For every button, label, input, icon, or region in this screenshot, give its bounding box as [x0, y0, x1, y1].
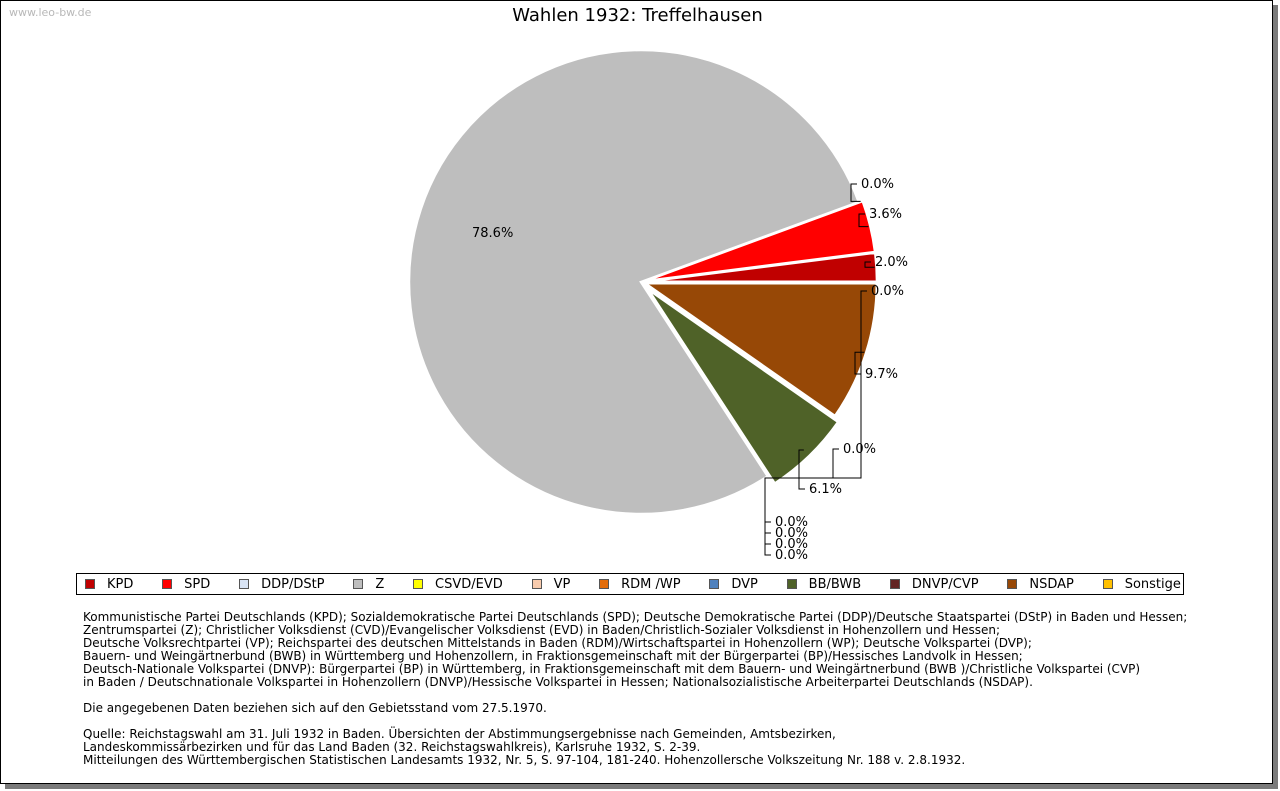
legend-item: Sonstige — [1102, 576, 1181, 592]
notes: Kommunistische Partei Deutschlands (KPD)… — [83, 611, 1233, 767]
note-party-line: Kommunistische Partei Deutschlands (KPD)… — [83, 610, 1188, 624]
note-territory: Die angegebenen Daten beziehen sich auf … — [83, 701, 547, 715]
legend-item: DNVP/CVP — [889, 576, 979, 592]
data-label: 0.0% — [775, 537, 808, 552]
data-label: 78.6% — [472, 226, 513, 241]
leader-line — [764, 477, 771, 545]
leader-line — [764, 477, 771, 534]
legend-label: BB/BWB — [808, 576, 862, 592]
note-source-line: Mitteilungen des Württembergischen Stati… — [83, 753, 966, 767]
pie-slice-z — [407, 48, 861, 516]
legend-label: VP — [553, 576, 571, 592]
note-party-line: Deutsche Volksrechtpartei (VP); Reichspa… — [83, 636, 1032, 650]
data-label: 0.0% — [843, 442, 876, 457]
note-party-line: Zentrumspartei (Z); Christlicher Volksdi… — [83, 623, 1001, 637]
pie-slice-spd — [644, 199, 877, 283]
pie-slices — [407, 48, 879, 516]
pie-slice-nsdap — [640, 281, 879, 418]
data-label: 9.7% — [865, 367, 898, 382]
watermark: www.leo-bw.de — [9, 6, 92, 19]
pie-slice-bbbwb — [646, 288, 840, 486]
legend-swatch — [85, 579, 95, 589]
legend-item: DDP/DStP — [239, 576, 325, 592]
data-label: 0.0% — [871, 284, 904, 299]
note-party-line: Bauern- und Weingärtnerbund (BWB) in Wür… — [83, 649, 1023, 663]
legend-label: SPD — [184, 576, 211, 592]
legend: KPD SPD DDP/DStP Z CSVD/EVD VP RDM /WP DVP BB/BW… — [76, 573, 1184, 595]
note-source-line: Landeskommissärbezirken und für das Land… — [83, 740, 701, 754]
legend-item: DVP — [709, 577, 758, 592]
leader-line — [850, 183, 861, 202]
note-party-line: Deutsch-Nationale Volkspartei (DNVP): Bü… — [83, 662, 1141, 676]
legend-label: RDM /WP — [621, 576, 681, 592]
legend-item: BB/BWB — [786, 576, 862, 592]
legend-label: CSVD/EVD — [435, 576, 503, 592]
legend-swatch — [353, 579, 364, 589]
leader-line — [798, 449, 805, 490]
data-label: 6.1% — [809, 482, 842, 497]
leader-line — [764, 477, 771, 556]
legend-item: RDM /WP — [599, 576, 681, 592]
legend-item: SPD — [162, 577, 210, 592]
legend-swatch — [413, 579, 424, 589]
legend-label: DDP/DStP — [261, 576, 325, 592]
note-source-line: Quelle: Reichstagswahl am 31. Juli 1932 … — [83, 727, 836, 741]
legend-swatch — [531, 579, 542, 589]
note-party-line: in Baden / Deutschnationale Volkspartei … — [83, 675, 1033, 689]
legend-label: DNVP/CVP — [911, 576, 979, 592]
leader-line — [854, 351, 865, 375]
pie-chart: 2.0%3.6%0.0%78.6%0.0%0.0%0.0%0.0%0.0%0.0… — [407, 48, 908, 563]
leader-line — [768, 448, 839, 479]
legend-swatch — [786, 579, 797, 589]
legend-label: DVP — [731, 576, 758, 592]
data-label: 0.0% — [775, 515, 808, 530]
data-label: 0.0% — [861, 177, 894, 192]
leader-line — [864, 261, 875, 268]
pie-labels: 2.0%3.6%0.0%78.6%0.0%0.0%0.0%0.0%0.0%0.0… — [472, 177, 908, 563]
legend-item: Z — [353, 577, 384, 592]
chart-title: Wahlen 1932: Treffelhausen — [512, 5, 763, 26]
legend-swatch — [162, 579, 173, 589]
legend-swatch — [709, 579, 720, 589]
data-label: 0.0% — [775, 526, 808, 541]
legend-label: KPD — [107, 576, 134, 592]
legend-swatch — [1007, 579, 1018, 589]
legend-item: CSVD/EVD — [413, 577, 503, 592]
legend-swatch — [239, 579, 250, 589]
data-label: 3.6% — [869, 207, 902, 222]
legend-item: NSDAP — [1007, 577, 1074, 592]
data-label: 0.0% — [775, 548, 808, 563]
legend-item: VP — [531, 576, 571, 592]
data-label: 2.0% — [875, 255, 908, 270]
legend-swatch — [1102, 579, 1113, 589]
legend-swatch — [599, 579, 610, 589]
legend-label: Sonstige — [1124, 576, 1181, 592]
leader-line — [858, 213, 869, 228]
legend-label: NSDAP — [1029, 576, 1074, 592]
legend-swatch — [889, 579, 900, 589]
legend-item: KPD — [85, 577, 133, 592]
legend-label: Z — [375, 576, 385, 592]
leader-line — [764, 477, 771, 523]
